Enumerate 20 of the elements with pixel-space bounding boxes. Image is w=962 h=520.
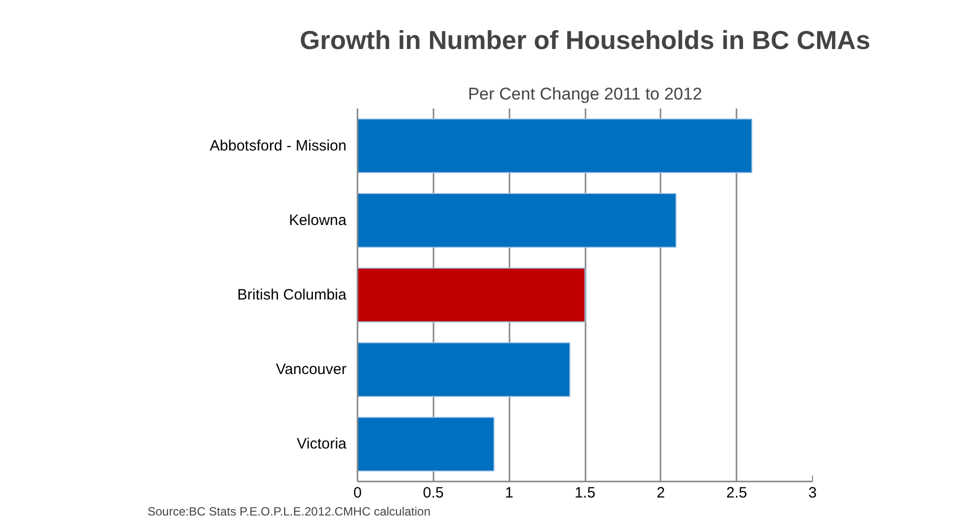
- y-tick-label: Victoria: [296, 436, 348, 453]
- bar: [358, 416, 494, 472]
- x-tick-label: 2: [656, 484, 666, 502]
- bar: [358, 342, 570, 397]
- bar: [358, 193, 676, 248]
- y-tick-label: British Columbia: [237, 286, 348, 304]
- x-tick-label: 2.5: [726, 484, 748, 502]
- y-tick-label: Kelowna: [288, 212, 348, 229]
- y-tick-label: Vancouver: [276, 361, 347, 378]
- source-note: Source:BC Stats P.E.O.P.L.E.2012.CMHC calculation: [148, 504, 431, 518]
- x-tick-label: 0: [353, 484, 362, 502]
- bar: [358, 268, 586, 322]
- x-tick-label: 0.5: [422, 484, 444, 502]
- chart-subtitle: Per Cent Change 2011 to 2012: [468, 84, 702, 104]
- bar: [358, 118, 752, 174]
- x-tick-label: 3: [808, 484, 817, 502]
- y-tick-label: Abbotsford - Mission: [210, 137, 347, 154]
- x-tick-label: 1: [504, 484, 514, 502]
- x-tick-label: 1.5: [574, 484, 596, 502]
- chart-title: Growth in Number of Households in BC CMAs: [300, 25, 870, 55]
